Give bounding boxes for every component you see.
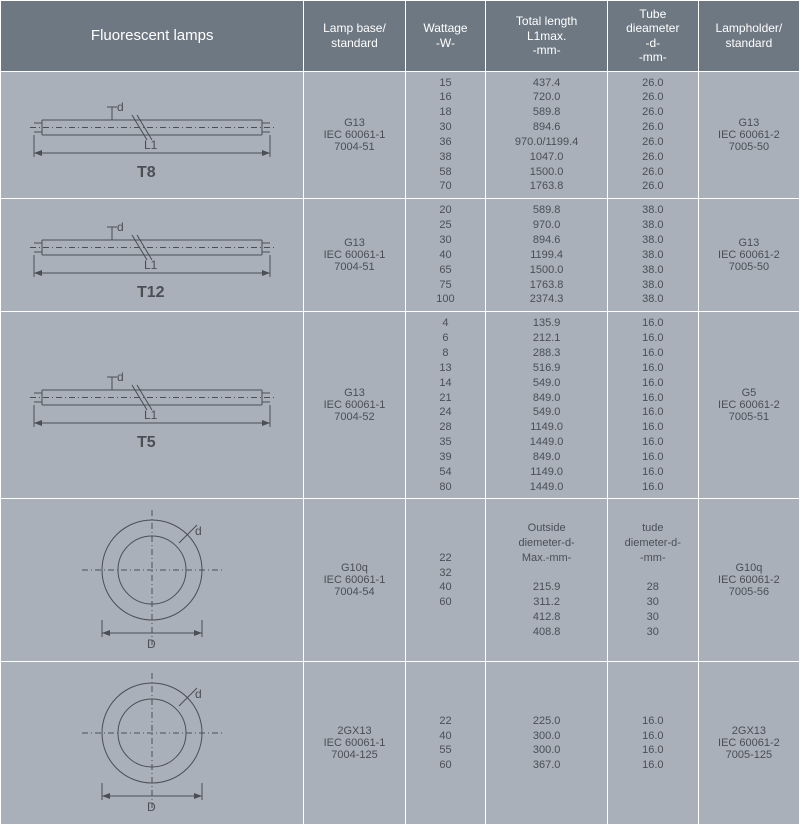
svg-text:d: d xyxy=(195,524,202,538)
diagram-cell: d L1 T12 xyxy=(1,199,304,312)
svg-text:L1: L1 xyxy=(144,258,158,272)
header-base: Lamp base/standard xyxy=(304,1,405,72)
header-row: Fluorescent lamps Lamp base/standard Wat… xyxy=(1,1,800,72)
header-diameter: Tubedieameter-d--mm- xyxy=(607,1,698,72)
watt-cell: 202530406575100 xyxy=(405,199,486,312)
len-cell: 437.4720.0589.8894.6970.0/1199.41047.015… xyxy=(486,71,607,199)
svg-text:D: D xyxy=(147,637,156,651)
svg-text:T8: T8 xyxy=(137,164,156,181)
lamp-base-cell: G13IEC 60061-17004-52 xyxy=(304,312,405,499)
svg-text:T5: T5 xyxy=(137,434,156,451)
len-cell: Outsidediemeter-d-Max.-mm-215.9311.2412.… xyxy=(486,499,607,662)
diagram-cell: d D xyxy=(1,499,304,662)
table-row: d D G10qIEC 60061-17004-5422324060Outsid… xyxy=(1,499,800,662)
svg-text:d: d xyxy=(195,687,202,701)
len-cell: 589.8970.0894.61199.41500.01763.82374.3 xyxy=(486,199,607,312)
svg-text:d: d xyxy=(117,220,124,234)
lamp-base-cell: G13IEC 60061-17004-51 xyxy=(304,199,405,312)
table-row: d L1 T5 G13IEC 60061-17004-5246813142124… xyxy=(1,312,800,499)
lampholder-cell: G13IEC 60061-27005-50 xyxy=(698,199,799,312)
tube-diagram-icon: d L1 T8 xyxy=(12,85,292,185)
len-cell: 225.0300.0300.0367.0 xyxy=(486,662,607,825)
lamp-base-cell: G13IEC 60061-17004-51 xyxy=(304,71,405,199)
diagram-cell: d L1 T5 xyxy=(1,312,304,499)
table-row: d L1 T12 G13IEC 60061-17004-512025304065… xyxy=(1,199,800,312)
svg-text:L1: L1 xyxy=(144,138,158,152)
svg-text:D: D xyxy=(147,800,156,814)
svg-text:L1: L1 xyxy=(144,408,158,422)
lamp-base-cell: 2GX13IEC 60061-17004-125 xyxy=(304,662,405,825)
circle-diagram-icon: d D xyxy=(67,505,237,655)
diagram-cell: d D xyxy=(1,662,304,825)
tube-diagram-icon: d L1 T5 xyxy=(12,355,292,455)
diam-cell: tudediemeter-d--mm-28303030 xyxy=(607,499,698,662)
header-holder: Lampholder/standard xyxy=(698,1,799,72)
watt-cell: 1516183036385870 xyxy=(405,71,486,199)
lampholder-cell: 2GX13IEC 60061-27005-125 xyxy=(698,662,799,825)
diam-cell: 26.026.026.026.026.026.026.026.0 xyxy=(607,71,698,199)
diam-cell: 16.016.016.016.016.016.016.016.016.016.0… xyxy=(607,312,698,499)
svg-text:d: d xyxy=(117,370,124,384)
lampholder-cell: G10qIEC 60061-27005-56 xyxy=(698,499,799,662)
len-cell: 135.9212.1288.3516.9549.0849.0549.01149.… xyxy=(486,312,607,499)
lampholder-cell: G13IEC 60061-27005-50 xyxy=(698,71,799,199)
tube-diagram-icon: d L1 T12 xyxy=(12,205,292,305)
circle-diagram-icon: d D xyxy=(67,668,237,818)
lampholder-cell: G5IEC 60061-27005-51 xyxy=(698,312,799,499)
lamp-base-cell: G10qIEC 60061-17004-54 xyxy=(304,499,405,662)
header-wattage: Wattage-W- xyxy=(405,1,486,72)
diam-cell: 16.016.016.016.0 xyxy=(607,662,698,825)
table-row: d L1 T8 G13IEC 60061-17004-5115161830363… xyxy=(1,71,800,199)
watt-cell: 468131421242835395480 xyxy=(405,312,486,499)
header-diagram: Fluorescent lamps xyxy=(1,1,304,72)
svg-text:T12: T12 xyxy=(137,284,165,301)
watt-cell: 22324060 xyxy=(405,499,486,662)
diam-cell: 38.038.038.038.038.038.038.0 xyxy=(607,199,698,312)
fluorescent-lamp-table: Fluorescent lamps Lamp base/standard Wat… xyxy=(0,0,800,825)
diagram-cell: d L1 T8 xyxy=(1,71,304,199)
table-row: d D 2GX13IEC 60061-17004-12522405560225.… xyxy=(1,662,800,825)
watt-cell: 22405560 xyxy=(405,662,486,825)
svg-text:d: d xyxy=(117,100,124,114)
header-length: Total lengthL1max.-mm- xyxy=(486,1,607,72)
